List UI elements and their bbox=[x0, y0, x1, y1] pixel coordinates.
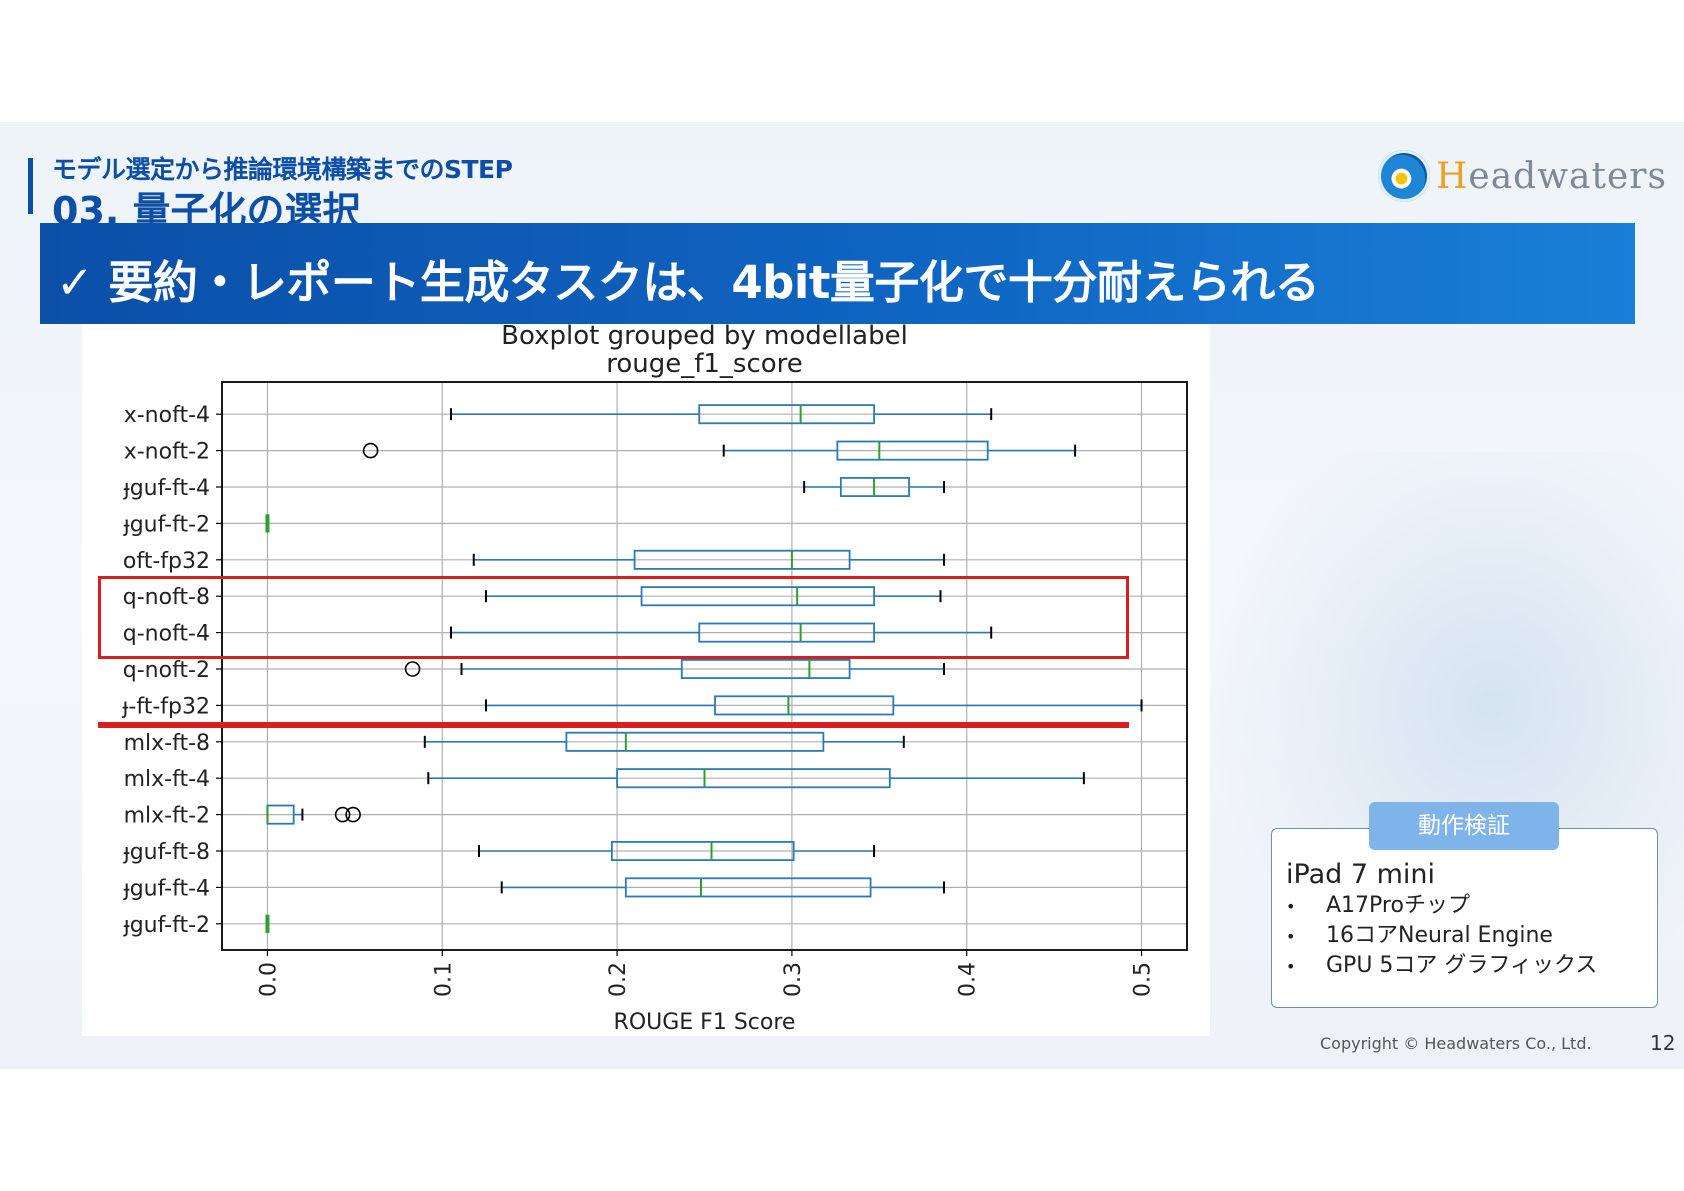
y-tick-label: q-noft-4 bbox=[123, 622, 210, 647]
y-tick-label: oft-fp32 bbox=[123, 549, 210, 574]
y-tick-label: x-noft-2 bbox=[124, 440, 210, 465]
box-iqr bbox=[565, 731, 825, 752]
y-tick-label: mlx-ft-8 bbox=[124, 731, 210, 756]
logo-wordmark: Headwaters bbox=[1436, 155, 1667, 197]
outlier-point bbox=[345, 806, 361, 823]
y-tick-label: x-noft-4 bbox=[124, 403, 210, 428]
headwaters-logo: Headwaters bbox=[1378, 146, 1667, 206]
x-tick-label: 0.4 bbox=[956, 962, 981, 997]
copyright-text: Copyright © Headwaters Co., Ltd. bbox=[1320, 1034, 1592, 1053]
chart-title: Boxplot grouped by modellabel bbox=[501, 324, 908, 351]
verification-badge: 動作検証 bbox=[1369, 802, 1559, 850]
key-message-text: ✓ 要約・レポート生成タスクは、4bit量子化で十分耐えられる bbox=[56, 256, 1320, 309]
y-tick-label: q-noft-8 bbox=[123, 585, 210, 610]
boxplot-chart: Boxplot grouped by modellabelrouge_f1_sc… bbox=[121, 324, 1188, 1035]
x-tick-label: 0.0 bbox=[256, 962, 281, 997]
y-tick-label: ɟguf-ft-2 bbox=[123, 512, 210, 537]
boxplot-chart-panel: Boxplot grouped by modellabel rouge_f1_sc… bbox=[82, 324, 1210, 1036]
page-number: 12 bbox=[1650, 1031, 1676, 1055]
box-iqr bbox=[640, 586, 875, 607]
outlier-point bbox=[334, 806, 351, 823]
key-message-banner bbox=[40, 223, 1635, 324]
section-subtitle: モデル選定から推論環境構築までのSTEP bbox=[52, 155, 513, 184]
spec-item: • A17Proチップ bbox=[1286, 893, 1470, 918]
y-tick-label: ɟguf-ft-4 bbox=[123, 876, 210, 901]
box-iqr bbox=[836, 440, 989, 461]
y-tick-label: ɟguf-ft-2 bbox=[123, 913, 210, 938]
y-tick-label: q-noft-2 bbox=[123, 658, 210, 683]
highlight-frame bbox=[98, 721, 1129, 728]
box-iqr bbox=[633, 549, 851, 570]
chart-subtitle: rouge_f1_score bbox=[606, 349, 803, 379]
x-tick-label: 0.5 bbox=[1131, 962, 1156, 997]
plot-frame bbox=[221, 381, 1188, 951]
y-tick-label: ɟ-ft-fp32 bbox=[121, 694, 210, 719]
outlier-point bbox=[362, 442, 379, 459]
spec-item: • GPU 5コア グラフィックス bbox=[1286, 953, 1598, 978]
logo-mark-icon bbox=[1378, 150, 1430, 202]
spec-item: • 16コアNeural Engine bbox=[1286, 923, 1553, 948]
y-tick-label: mlx-ft-4 bbox=[124, 767, 210, 792]
x-tick-label: 0.2 bbox=[606, 962, 631, 997]
x-tick-label: 0.3 bbox=[781, 962, 806, 997]
x-tick-label: 0.1 bbox=[431, 962, 456, 997]
title-accent-bar bbox=[28, 158, 33, 214]
device-name: iPad 7 mini bbox=[1286, 859, 1436, 890]
highlight-frame bbox=[98, 576, 1129, 659]
box-iqr bbox=[698, 622, 875, 643]
box-iqr bbox=[680, 658, 851, 679]
box-iqr bbox=[610, 841, 795, 862]
box-iqr bbox=[616, 768, 891, 789]
device-spec-list: • A17Proチップ • 16コアNeural Engine • GPU 5コア グ… bbox=[1286, 891, 1597, 981]
y-tick-label: ɟguf-ft-4 bbox=[123, 476, 210, 501]
outlier-point bbox=[404, 661, 421, 677]
y-tick-label: mlx-ft-2 bbox=[124, 804, 210, 829]
device-spec-box: iPad 7 mini • A17Proチップ • 16コアNeural Engin… bbox=[1271, 828, 1658, 1008]
box-iqr bbox=[714, 695, 895, 716]
box-iqr bbox=[624, 877, 872, 898]
x-axis-label: ROUGE F1 Score bbox=[614, 1010, 796, 1035]
box-iqr bbox=[698, 404, 875, 425]
y-tick-label: ɟguf-ft-8 bbox=[123, 840, 210, 865]
